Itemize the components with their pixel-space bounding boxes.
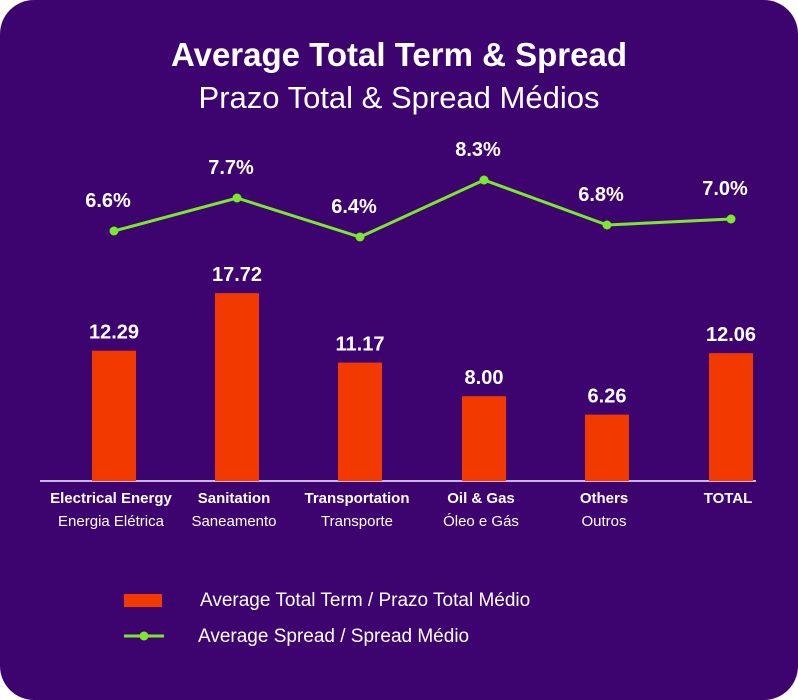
spread-point-5 [726, 214, 736, 224]
bar-0 [92, 350, 136, 481]
legend-line-label: Average Spread / Spread Médio [198, 626, 469, 647]
category-sublabel-0: Energia Elétrica [58, 513, 165, 530]
bar-label-1: 17.72 [212, 264, 262, 286]
bar-1 [215, 293, 259, 481]
bar-2 [338, 362, 382, 481]
bar-label-0: 12.29 [89, 322, 139, 344]
category-sublabel-1: Saneamento [191, 513, 276, 530]
spread-label-1: 7.7% [208, 157, 254, 179]
category-label-0: Electrical Energy [50, 490, 172, 507]
category-sublabel-4: Outros [581, 513, 626, 530]
spread-point-1 [232, 193, 242, 203]
category-label-4: Others [580, 490, 628, 507]
legend-line-marker [139, 631, 149, 641]
spread-point-3 [479, 175, 489, 185]
bar-label-2: 11.17 [336, 334, 385, 356]
bar-5 [709, 353, 753, 481]
bar-4 [585, 414, 629, 481]
spread-label-0: 6.6% [85, 190, 131, 212]
spread-label-4: 6.8% [578, 184, 624, 206]
category-label-1: Sanitation [198, 490, 271, 507]
category-label-2: Transportation [304, 490, 409, 507]
spread-point-2 [355, 232, 365, 242]
category-label-5: TOTAL [704, 490, 753, 507]
chart-title: Average Total Term & Spread [170, 36, 628, 73]
bar-label-4: 6.26 [588, 386, 627, 408]
spread-label-5: 7.0% [702, 178, 748, 200]
category-sublabel-2: Transporte [321, 513, 393, 530]
spread-point-4 [602, 220, 612, 230]
spread-point-0 [109, 226, 119, 236]
bar-label-5: 12.06 [706, 324, 756, 346]
chart-subtitle: Prazo Total & Spread Médios [198, 80, 600, 115]
legend-bar-label: Average Total Term / Prazo Total Médio [200, 590, 530, 611]
legend-bar-swatch [124, 594, 162, 607]
category-label-3: Oil & Gas [447, 490, 515, 507]
spread-label-3: 8.3% [455, 139, 501, 161]
spread-line [113, 178, 732, 239]
bar-3 [462, 396, 506, 481]
spread-label-2: 6.4% [331, 196, 377, 218]
bar-label-3: 8.00 [465, 367, 504, 389]
category-sublabel-3: Óleo e Gás [443, 513, 519, 530]
